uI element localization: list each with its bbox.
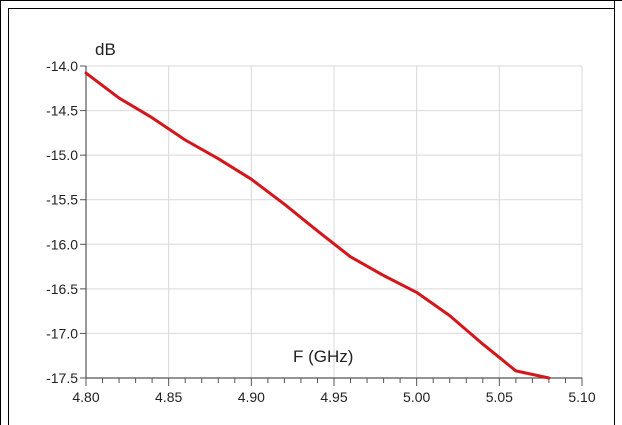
series-group — [84, 71, 551, 380]
y-tick-label: -15.0 — [46, 147, 78, 163]
x-tick-label: 5.00 — [403, 389, 430, 405]
y-tick-label: -14.5 — [46, 103, 78, 119]
y-axis-label: dB — [95, 40, 116, 59]
y-tick-label: -17.5 — [46, 370, 78, 386]
x-tick-label: 4.90 — [238, 389, 265, 405]
x-tick-label: 4.95 — [320, 389, 347, 405]
series-line — [84, 71, 551, 380]
y-axis-ticks: -14.0 -14.5 -15.0 -15.5 -16.0 -16.5 -17.0 -17.5 — [46, 58, 86, 386]
x-tick-label: 4.85 — [155, 389, 182, 405]
x-axis-label: F (GHz) — [293, 347, 353, 366]
x-axis-ticks: 4.80 4.85 4.90 4.95 5.00 5.05 5.10 — [72, 378, 596, 405]
y-tick-label: -16.0 — [46, 236, 78, 252]
x-tick-label: 5.05 — [486, 389, 513, 405]
y-tick-label: -14.0 — [46, 58, 78, 74]
y-tick-label: -16.5 — [46, 281, 78, 297]
y-tick-label: -15.5 — [46, 192, 78, 208]
x-tick-label: 4.80 — [72, 389, 99, 405]
y-tick-label: -17.0 — [46, 325, 78, 341]
x-tick-label: 5.10 — [568, 389, 595, 405]
grid-lines — [86, 65, 583, 379]
